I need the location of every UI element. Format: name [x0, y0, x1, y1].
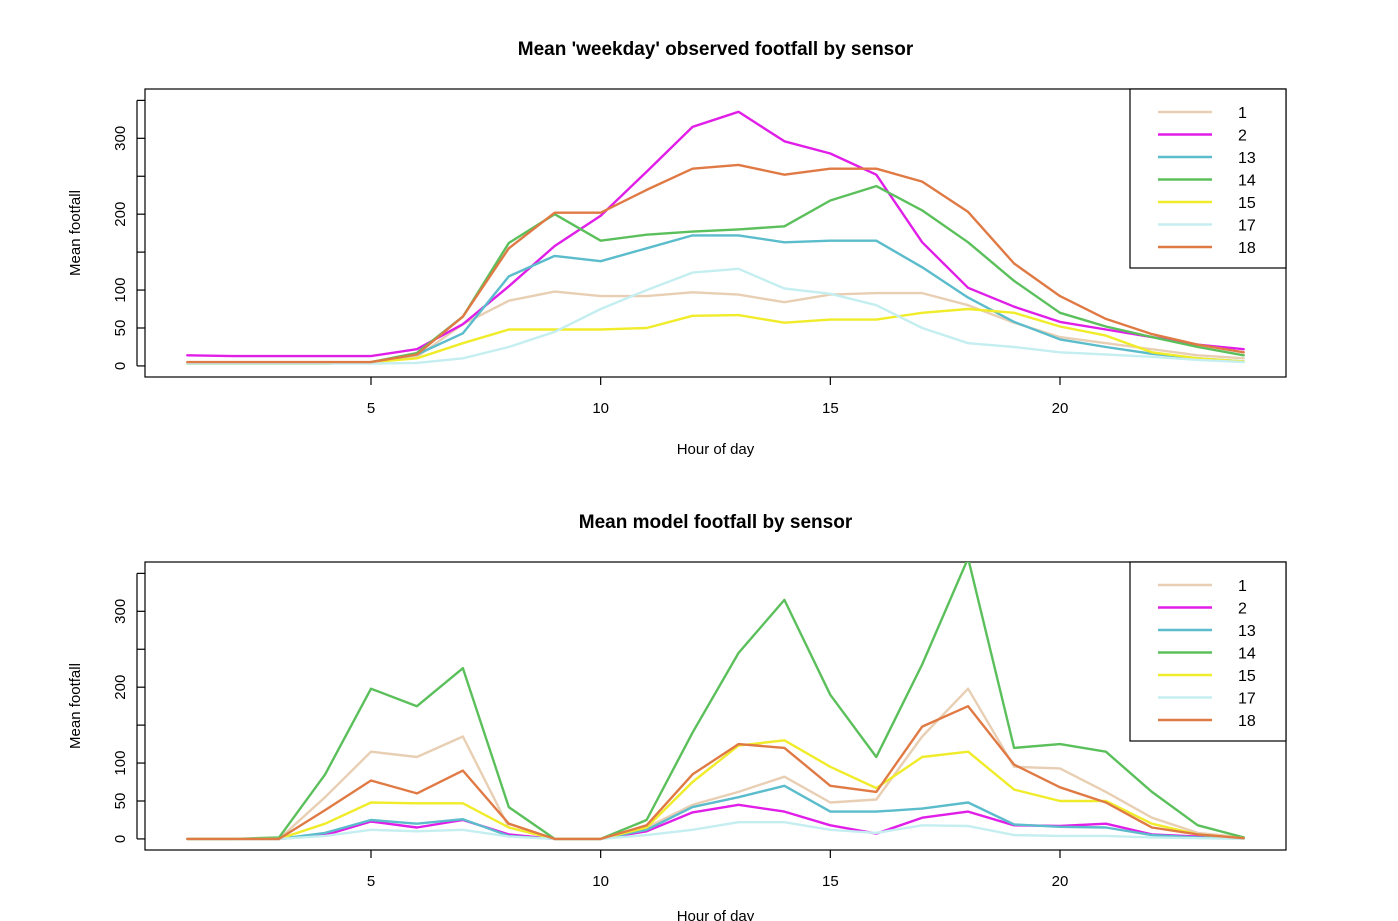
x-tick-label: 10	[592, 873, 609, 890]
x-tick-label: 5	[367, 400, 375, 417]
y-tick-label: 50	[112, 320, 129, 337]
series-line-18	[186, 163, 1245, 364]
legend-label-17: 17	[1238, 691, 1256, 708]
legend-label-14: 14	[1238, 646, 1256, 663]
series-line-17	[186, 821, 1245, 841]
y-tick-label: 200	[112, 202, 129, 227]
legend-label-18: 18	[1238, 240, 1256, 257]
legend-label-14: 14	[1238, 173, 1256, 190]
legend-label-15: 15	[1238, 668, 1256, 685]
series-group	[186, 562, 1245, 841]
series-line-14	[186, 562, 1245, 841]
legend-label-1: 1	[1238, 105, 1247, 122]
legend-label-13: 13	[1238, 623, 1256, 640]
x-tick-label: 10	[592, 400, 609, 417]
legend-label-17: 17	[1238, 218, 1256, 235]
series-group	[186, 110, 1245, 365]
legend-label-2: 2	[1238, 601, 1247, 618]
series-line-1	[186, 687, 1245, 841]
chart-panel-1: Mean 'weekday' observed footfall by sens…	[67, 39, 1287, 458]
series-line-17	[186, 267, 1245, 365]
y-tick-label: 100	[112, 751, 129, 776]
x-tick-label: 5	[367, 873, 375, 890]
chart-title: Mean 'weekday' observed footfall by sens…	[518, 39, 914, 60]
x-axis-label: Hour of day	[677, 908, 755, 921]
series-line-15	[186, 739, 1245, 841]
series-line-13	[186, 234, 1245, 365]
series-line-2	[186, 110, 1245, 358]
x-tick-label: 20	[1052, 873, 1069, 890]
legend-label-2: 2	[1238, 128, 1247, 145]
y-tick-label: 0	[112, 362, 129, 370]
series-line-14	[186, 184, 1245, 365]
series-line-13	[186, 784, 1245, 841]
legend-label-13: 13	[1238, 150, 1256, 167]
plot-frame	[144, 88, 1287, 378]
x-axis-label: Hour of day	[677, 441, 755, 458]
series-line-18	[186, 705, 1245, 841]
y-tick-label: 300	[112, 599, 129, 624]
y-tick-label: 50	[112, 793, 129, 810]
series-line-2	[186, 803, 1245, 841]
y-tick-label: 100	[112, 278, 129, 303]
x-tick-label: 20	[1052, 400, 1069, 417]
y-tick-label: 200	[112, 675, 129, 700]
legend-label-15: 15	[1238, 195, 1256, 212]
x-tick-label: 15	[822, 873, 839, 890]
x-tick-label: 15	[822, 400, 839, 417]
chart-title: Mean model footfall by sensor	[579, 512, 853, 533]
y-axis-label: Mean footfall	[67, 190, 84, 276]
y-tick-label: 0	[112, 835, 129, 843]
y-axis-label: Mean footfall	[67, 663, 84, 749]
y-tick-label: 300	[112, 126, 129, 151]
legend-label-1: 1	[1238, 578, 1247, 595]
legend-label-18: 18	[1238, 713, 1256, 730]
